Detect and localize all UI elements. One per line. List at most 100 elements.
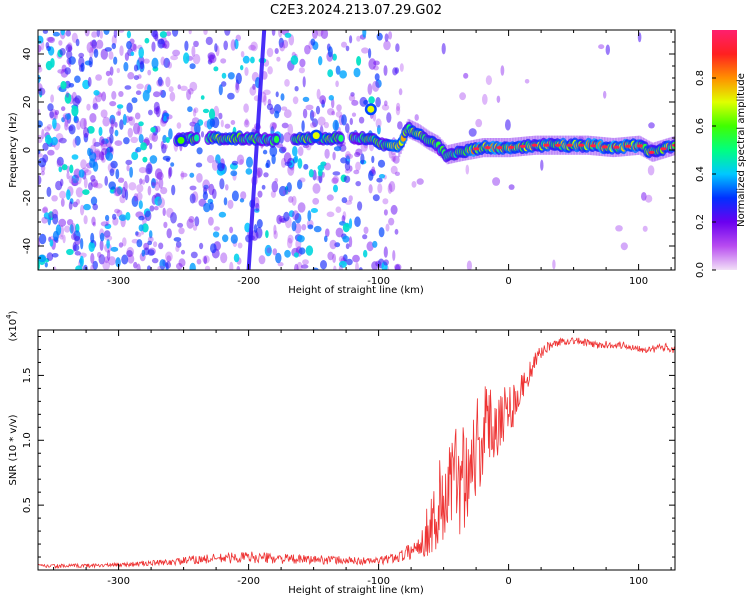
noise-blob: [115, 168, 120, 180]
noise-blob: [196, 147, 203, 155]
noise-blob: [147, 265, 151, 270]
noise-blob: [312, 118, 318, 128]
noise-blob: [151, 41, 156, 52]
noise-blob: [294, 263, 299, 270]
noise-blob: [242, 55, 250, 64]
noise-blob: [126, 246, 135, 258]
noise-blob: [180, 172, 188, 178]
noise-blob: [79, 255, 84, 267]
noise-blob: [316, 30, 324, 37]
noise-blob: [349, 117, 353, 126]
noise-blob: [126, 250, 133, 257]
colorbar-tick-label: 0.0: [695, 262, 706, 278]
noise-blob: [354, 151, 361, 158]
noise-blob: [56, 156, 64, 166]
noise-blob: [58, 137, 67, 144]
noise-blob: [151, 133, 158, 142]
noise-blob: [331, 110, 336, 116]
noise-blob: [368, 184, 373, 194]
noise-blob: [363, 249, 368, 258]
noise-blob: [68, 56, 76, 65]
noise-blob: [189, 172, 195, 178]
noise-blob: [130, 51, 135, 57]
snr-y-multiplier-close: ): [8, 310, 19, 314]
noise-blob: [263, 172, 269, 178]
noise-blob: [234, 82, 240, 94]
noise-blob: [356, 56, 362, 66]
noise-blob: [149, 142, 153, 150]
noise-blob: [104, 175, 108, 186]
y-tick-label: 1.5: [22, 367, 33, 383]
noise-blob: [99, 232, 105, 242]
noise-blob: [188, 30, 192, 35]
noise-blob: [110, 119, 115, 130]
noise-blob: [384, 33, 389, 42]
noise-blob: [96, 39, 104, 49]
snr-y-ticks: 0.5 1.0 1.5: [22, 335, 675, 558]
noise-blob: [361, 47, 369, 54]
noise-blob: [270, 190, 276, 198]
y-tick-label: -40: [22, 238, 33, 254]
colorbar-ticks: 0.0 0.2 0.4 0.6 0.8: [695, 70, 716, 278]
noise-blob: [397, 121, 403, 130]
noise-blob: [302, 108, 308, 119]
noise-blob: [276, 214, 282, 225]
noise-blob: [51, 253, 59, 258]
noise-blob: [192, 224, 198, 231]
noise-blob: [90, 253, 95, 264]
noise-blob: [204, 265, 211, 270]
noise-blob: [332, 151, 336, 161]
noise-blob: [240, 191, 247, 200]
noise-blob: [377, 159, 386, 168]
noise-blob: [291, 195, 297, 206]
noise-blob: [127, 72, 135, 80]
noise-blob: [126, 30, 131, 39]
noise-blob: [615, 225, 623, 232]
noise-blob: [312, 183, 321, 194]
noise-blob: [84, 30, 90, 37]
noise-blob: [163, 57, 171, 68]
noise-blob: [150, 127, 156, 133]
noise-blob: [93, 141, 101, 147]
noise-blob: [278, 185, 287, 197]
noise-blob: [294, 213, 302, 224]
noise-blob: [339, 70, 347, 79]
noise-blob: [234, 38, 239, 50]
noise-blob: [148, 230, 153, 239]
noise-blob: [38, 120, 43, 128]
noise-blob: [42, 142, 49, 151]
noise-blob: [72, 241, 77, 252]
noise-blob: [342, 223, 350, 233]
noise-blob: [80, 62, 85, 72]
noise-blob: [147, 84, 152, 94]
noise-blob: [297, 158, 303, 169]
noise-blob: [363, 99, 369, 105]
noise-blob: [180, 249, 186, 255]
noise-blob: [101, 91, 107, 102]
noise-blob: [315, 175, 322, 181]
noise-blob: [297, 146, 304, 157]
noise-blob: [38, 66, 43, 73]
colorbar-tick-label: 0.2: [695, 214, 706, 230]
noise-blob: [126, 102, 133, 113]
noise-blob: [40, 170, 45, 176]
noise-blob: [130, 136, 139, 144]
noise-blob: [153, 107, 160, 115]
noise-blob: [83, 118, 87, 129]
noise-blob: [66, 189, 71, 201]
noise-blob: [213, 226, 220, 231]
noise-blob: [169, 91, 176, 102]
snr-y-multiplier-exp: 4: [5, 314, 13, 319]
noise-blob: [109, 126, 114, 135]
noise-blob: [305, 245, 314, 256]
noise-blob: [75, 265, 83, 270]
noise-blob: [338, 260, 347, 268]
noise-blob: [99, 239, 104, 251]
noise-blob: [65, 30, 72, 37]
noise-blob: [224, 30, 231, 36]
noise-blob: [62, 114, 68, 122]
noise-blob: [373, 60, 380, 66]
noise-blob: [378, 174, 386, 179]
noise-blob: [175, 245, 180, 253]
ridge-peak: [601, 145, 608, 149]
